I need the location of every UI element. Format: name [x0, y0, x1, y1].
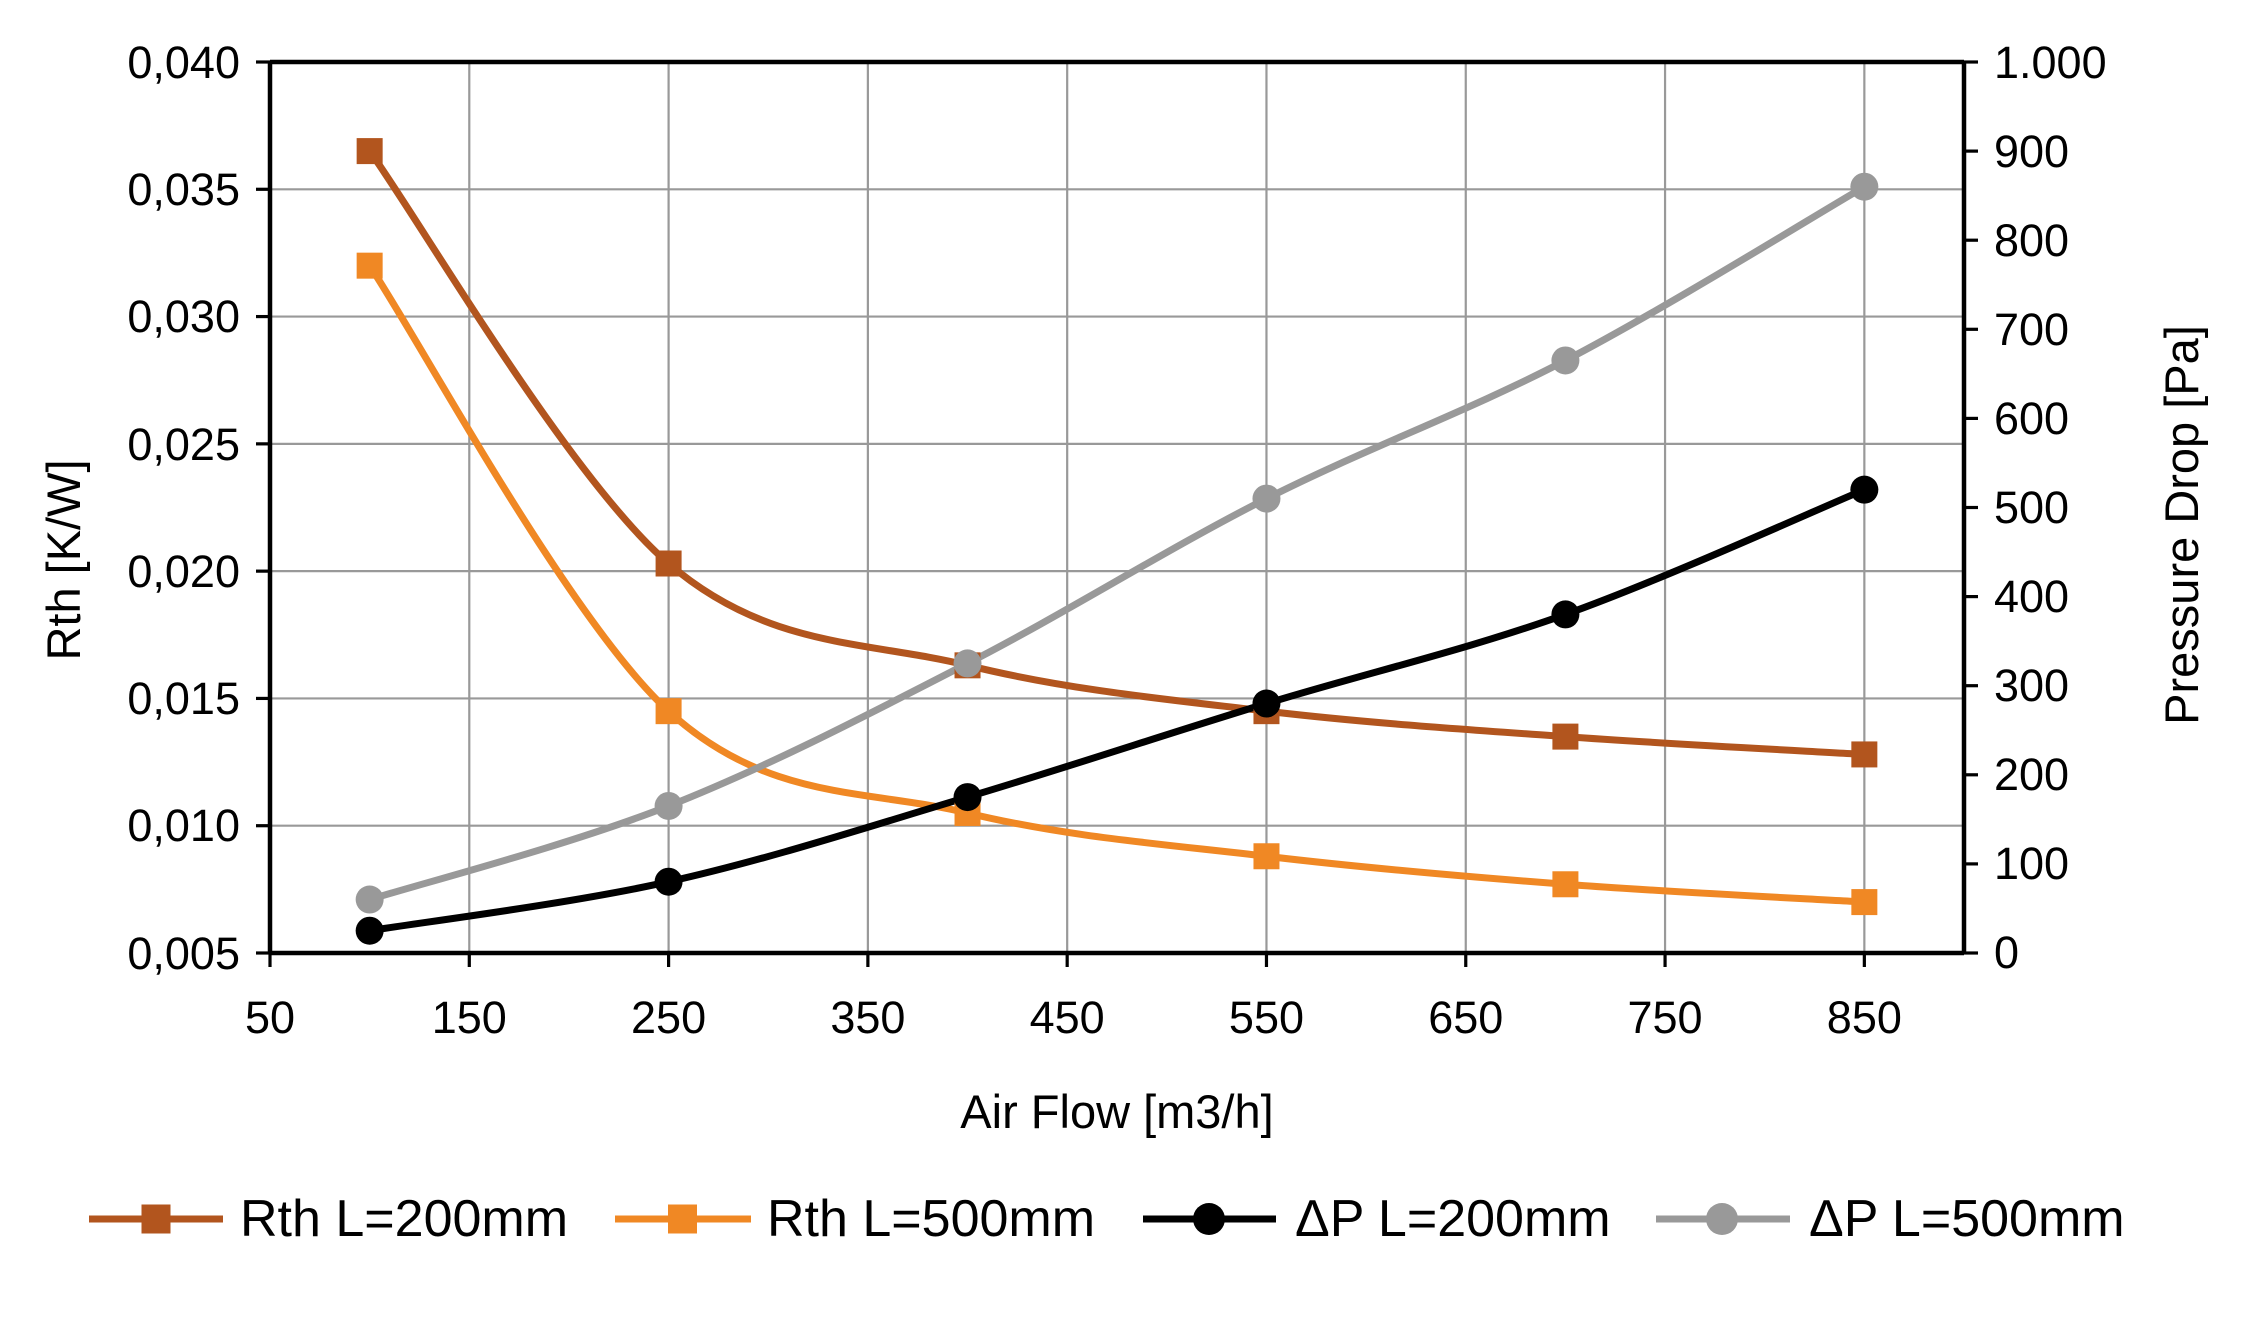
svg-text:0,010: 0,010 — [127, 800, 240, 851]
svg-text:700: 700 — [1994, 304, 2069, 355]
svg-text:350: 350 — [830, 992, 905, 1043]
svg-text:ΔP L=500mm: ΔP L=500mm — [1809, 1190, 2125, 1248]
svg-text:50: 50 — [245, 992, 295, 1043]
svg-text:Rth [K/W]: Rth [K/W] — [37, 459, 90, 660]
svg-text:900: 900 — [1994, 126, 2069, 177]
svg-text:550: 550 — [1229, 992, 1304, 1043]
svg-text:650: 650 — [1428, 992, 1503, 1043]
svg-text:200: 200 — [1994, 749, 2069, 800]
svg-text:850: 850 — [1827, 992, 1902, 1043]
svg-text:0,020: 0,020 — [127, 546, 240, 597]
svg-text:1.000: 1.000 — [1994, 37, 2107, 88]
svg-text:500: 500 — [1994, 482, 2069, 533]
svg-text:Air Flow [m3/h]: Air Flow [m3/h] — [960, 1085, 1273, 1138]
svg-text:300: 300 — [1994, 660, 2069, 711]
svg-text:250: 250 — [631, 992, 706, 1043]
svg-text:0,015: 0,015 — [127, 673, 240, 724]
svg-text:ΔP L=200mm: ΔP L=200mm — [1295, 1190, 1611, 1248]
svg-text:0,025: 0,025 — [127, 419, 240, 470]
svg-text:0,030: 0,030 — [127, 291, 240, 342]
svg-text:750: 750 — [1628, 992, 1703, 1043]
svg-text:400: 400 — [1994, 571, 2069, 622]
svg-text:600: 600 — [1994, 393, 2069, 444]
svg-text:Rth L=500mm: Rth L=500mm — [767, 1190, 1095, 1248]
svg-text:0,005: 0,005 — [127, 928, 240, 979]
svg-text:800: 800 — [1994, 215, 2069, 266]
svg-text:100: 100 — [1994, 838, 2069, 889]
svg-text:450: 450 — [1030, 992, 1105, 1043]
svg-text:0: 0 — [1994, 927, 2019, 978]
svg-text:0,040: 0,040 — [127, 37, 240, 88]
svg-text:Rth L=200mm: Rth L=200mm — [240, 1190, 568, 1248]
svg-text:Pressure Drop [Pa]: Pressure Drop [Pa] — [2155, 325, 2208, 725]
svg-text:0,035: 0,035 — [127, 164, 240, 215]
svg-text:150: 150 — [432, 992, 507, 1043]
